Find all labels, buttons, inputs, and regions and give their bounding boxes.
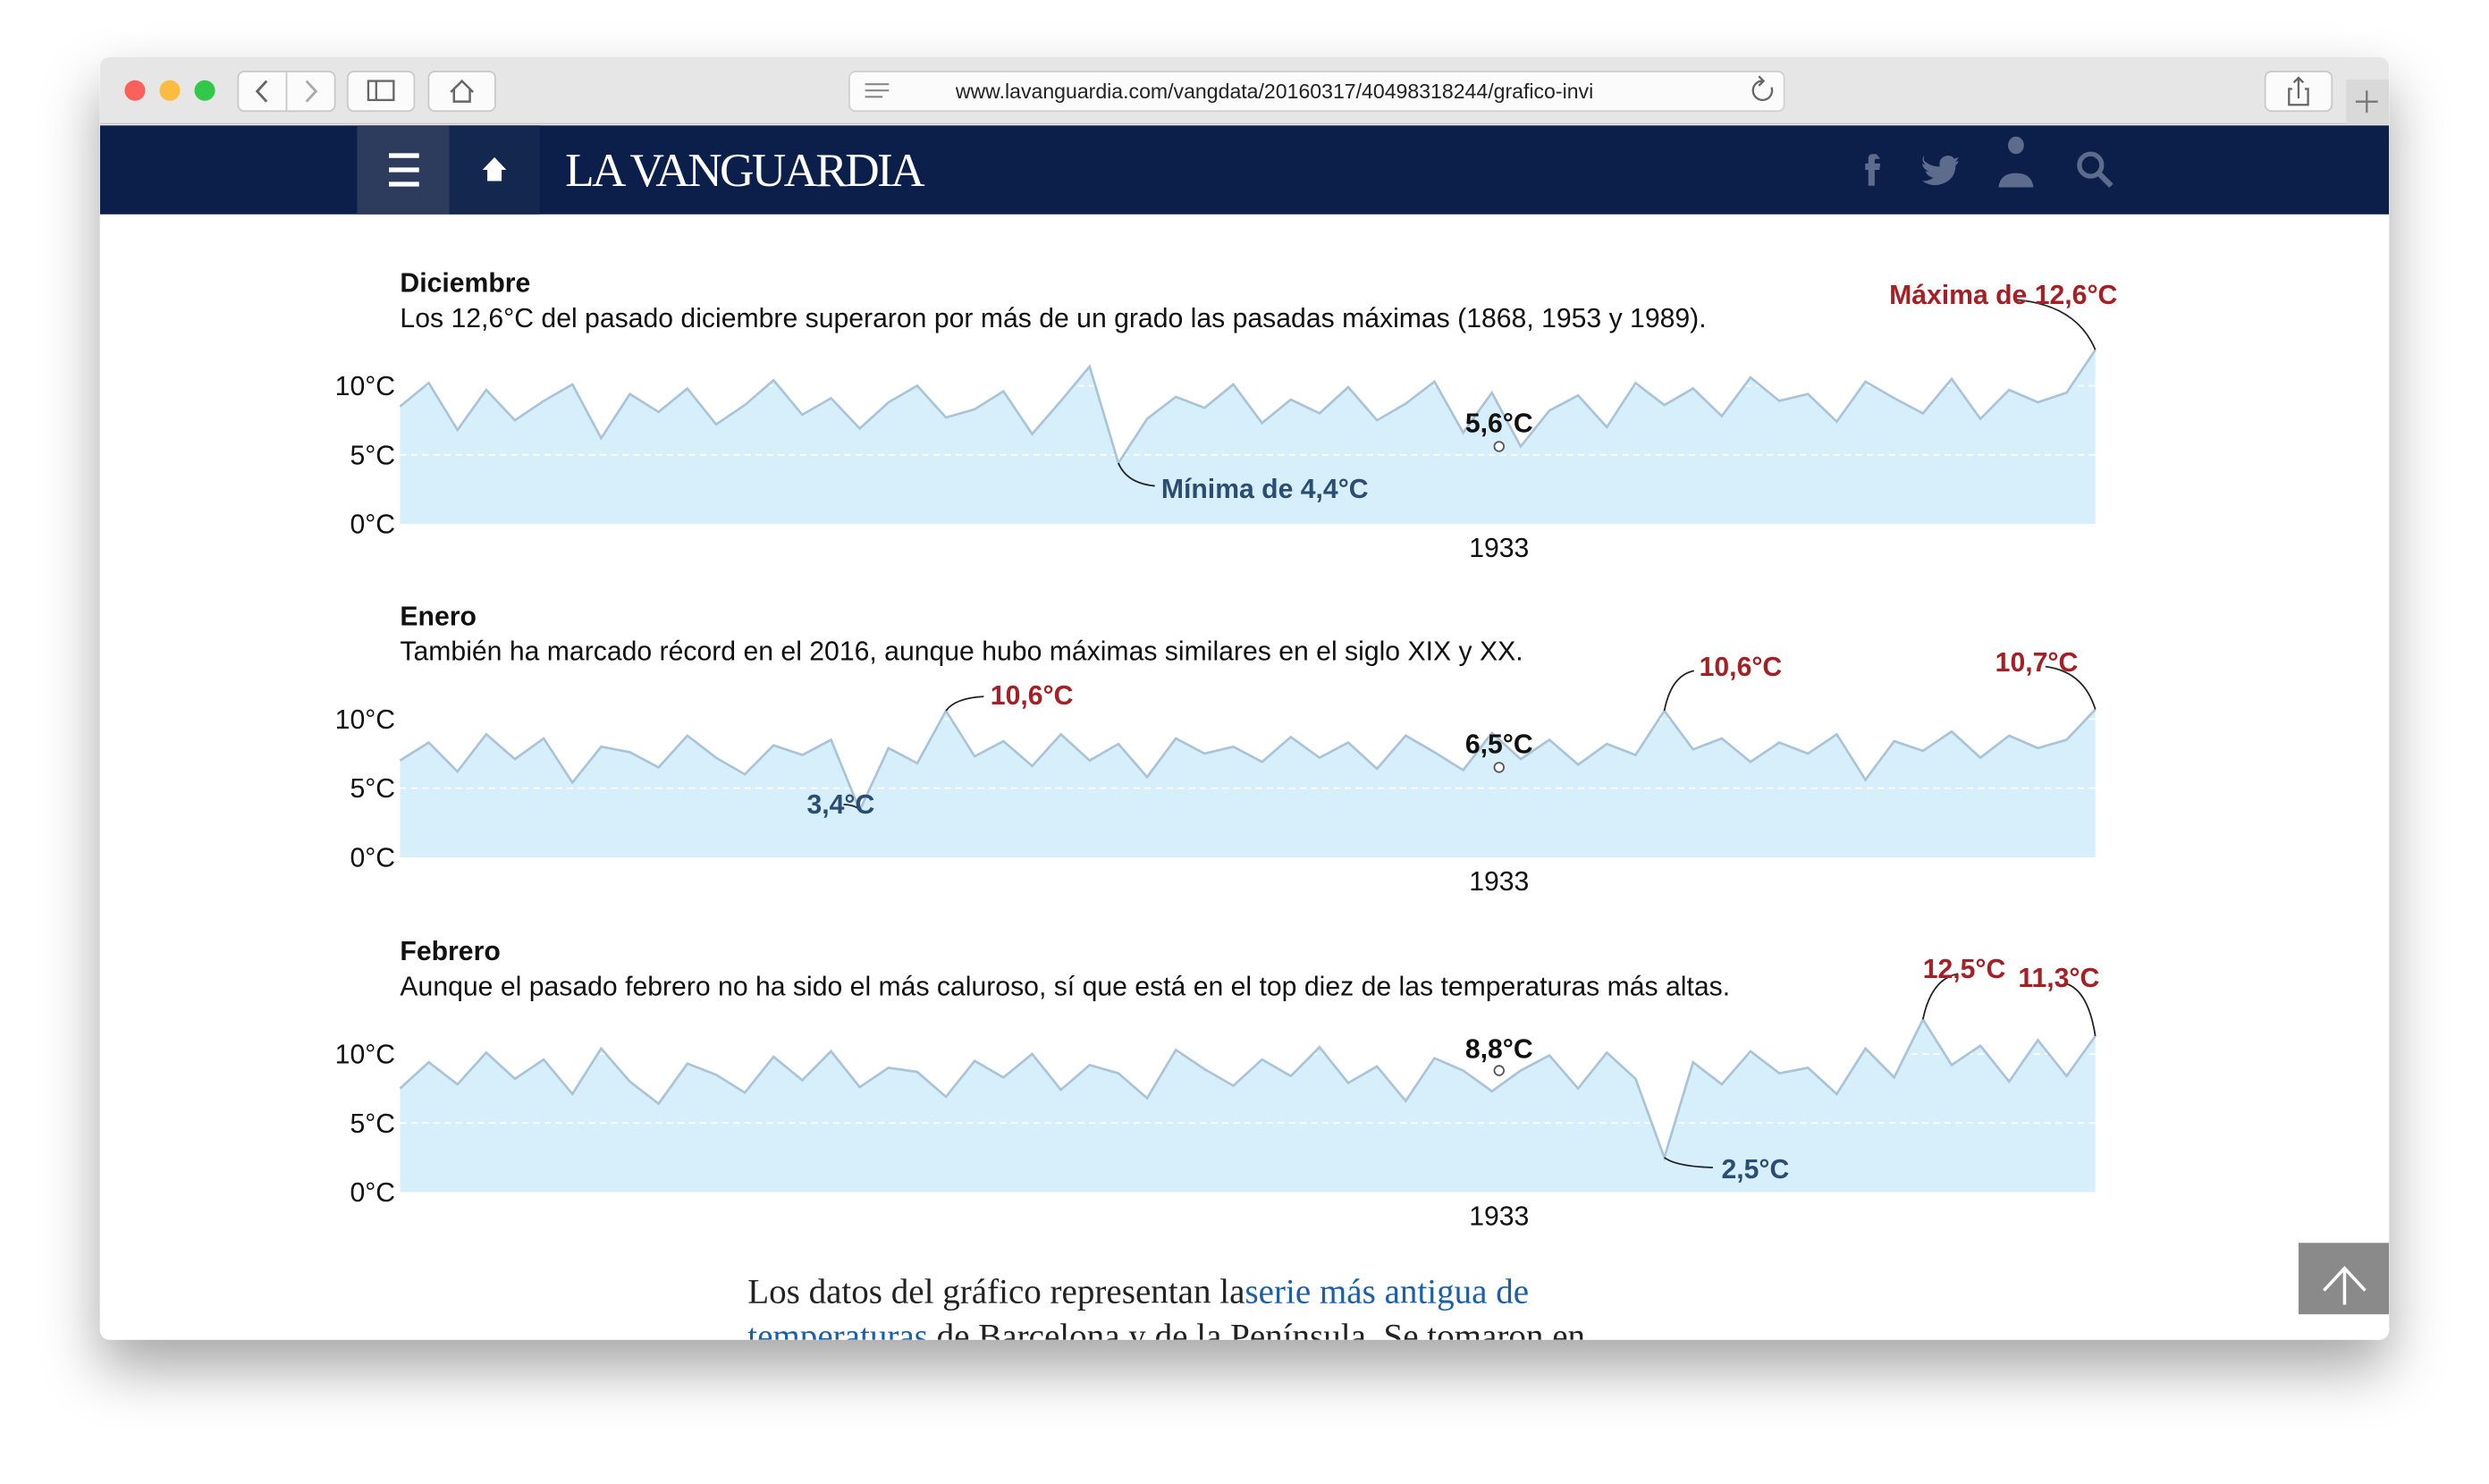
annotation-leader xyxy=(2017,299,2097,350)
address-bar[interactable]: www.lavanguardia.com/vangdata/20160317/4… xyxy=(848,71,1785,113)
chart-subtitle: También ha marcado récord en el 2016, au… xyxy=(400,637,1523,667)
sidebar-button[interactable] xyxy=(346,71,416,113)
annotation-leader xyxy=(1663,670,1694,712)
area-fill xyxy=(400,709,2096,857)
annotation-leader xyxy=(1664,1157,1713,1168)
temperature-line xyxy=(399,1016,2097,1162)
facebook-icon[interactable] xyxy=(1865,154,1881,186)
article-text: temperaturas de Barcelona y de la Peníns… xyxy=(747,1317,1585,1355)
scroll-top-button[interactable] xyxy=(2298,1243,2390,1315)
annotation-label: 3,4°C xyxy=(806,790,874,820)
x-tick-label: 1933 xyxy=(1469,534,1529,563)
annotation-point xyxy=(1493,1065,1505,1076)
chart-subtitle: Aunque el pasado febrero no ha sido el m… xyxy=(400,972,1730,1001)
annotation-label: 10,6°C xyxy=(991,681,1074,711)
annotation-label: 2,5°C xyxy=(1721,1155,1789,1185)
y-tick-label: 10°C xyxy=(335,1041,395,1070)
annotation-point xyxy=(1493,762,1505,773)
article: Los datos del gráfico representan laseri… xyxy=(747,1273,1585,1355)
y-tick-label: 0°C xyxy=(350,1178,395,1208)
x-tick-label: 1933 xyxy=(1469,1202,1529,1232)
close-button[interactable] xyxy=(124,80,146,101)
user-icon[interactable] xyxy=(1998,136,2034,188)
back-forward[interactable] xyxy=(237,71,336,113)
area-fill xyxy=(400,1019,2096,1193)
chart: Enero También ha marcado récord en el 201… xyxy=(335,603,2097,897)
area-fill xyxy=(400,350,2096,524)
annotation-leader xyxy=(2063,982,2097,1037)
zoom-button[interactable] xyxy=(194,80,215,101)
window xyxy=(99,56,2390,1340)
article-link[interactable]: temperaturas xyxy=(747,1317,928,1355)
temperature-line xyxy=(399,349,2097,467)
annotation-label: 11,3°C xyxy=(2018,964,2099,993)
logo[interactable]: LA VANGUARDIA xyxy=(565,144,928,197)
chart-title: Febrero xyxy=(400,937,500,966)
chart: Diciembre Los 12,6°C del pasado diciembre… xyxy=(335,269,2118,564)
temperature-line xyxy=(399,708,2097,814)
annotation-leader xyxy=(843,804,861,811)
y-tick-label: 10°C xyxy=(335,705,395,735)
y-tick-label: 0°C xyxy=(350,510,395,540)
chart: Febrero Aunque el pasado febrero no ha si… xyxy=(335,937,2100,1232)
annotation-leader xyxy=(1921,973,1959,1020)
article-link[interactable]: serie más antigua de xyxy=(1244,1273,1529,1311)
article-text: de Barcelona y de la Península. Se tomar… xyxy=(928,1317,1585,1355)
share-button[interactable] xyxy=(2264,71,2333,113)
annotation-leader xyxy=(2045,665,2097,710)
menu-button[interactable] xyxy=(357,125,450,215)
annotation-leader xyxy=(945,696,984,712)
chart-title: Enero xyxy=(400,603,477,632)
annotation-label: 5,6°C xyxy=(1465,409,1533,438)
annotation-label: Máxima de 12,6°C xyxy=(1889,281,2117,310)
url: www.lavanguardia.com/vangdata/20160317/4… xyxy=(955,80,1593,103)
annotation-label: 10,6°C xyxy=(1700,653,1783,682)
article-text: Los datos del gráfico representan la xyxy=(747,1273,1244,1311)
search-icon[interactable] xyxy=(2077,151,2114,188)
annotation-label: 12,5°C xyxy=(1923,955,2006,984)
charts: Diciembre Los 12,6°C del pasado diciembre… xyxy=(335,269,2118,1232)
annotation-label: Mínima de 4,4°C xyxy=(1161,475,1369,504)
site-home-button[interactable] xyxy=(449,125,540,215)
y-tick-label: 0°C xyxy=(350,843,395,873)
chart-subtitle: Los 12,6°C del pasado diciembre superaro… xyxy=(400,304,1706,333)
twitter-icon[interactable] xyxy=(1922,156,1959,186)
article-text: Los datos del gráfico representan laseri… xyxy=(747,1273,1529,1311)
home-button[interactable] xyxy=(427,71,496,113)
x-tick-label: 1933 xyxy=(1469,867,1529,897)
y-tick-label: 10°C xyxy=(335,372,395,401)
annotation-label: 10,7°C xyxy=(1995,648,2079,678)
y-tick-label: 5°C xyxy=(350,441,395,470)
annotation-point xyxy=(1493,441,1505,452)
chart-title: Diciembre xyxy=(400,269,530,299)
annotation-label: 8,8°C xyxy=(1465,1034,1533,1064)
annotation-label: 6,5°C xyxy=(1465,729,1533,759)
new-tab-button[interactable] xyxy=(2346,79,2390,124)
minimize-button[interactable] xyxy=(159,80,181,101)
window-content: www.lavanguardia.com/vangdata/20160317/4… xyxy=(99,56,2390,1355)
y-tick-label: 5°C xyxy=(350,1109,395,1139)
y-tick-label: 5°C xyxy=(350,774,395,804)
annotation-leader xyxy=(1118,462,1155,487)
